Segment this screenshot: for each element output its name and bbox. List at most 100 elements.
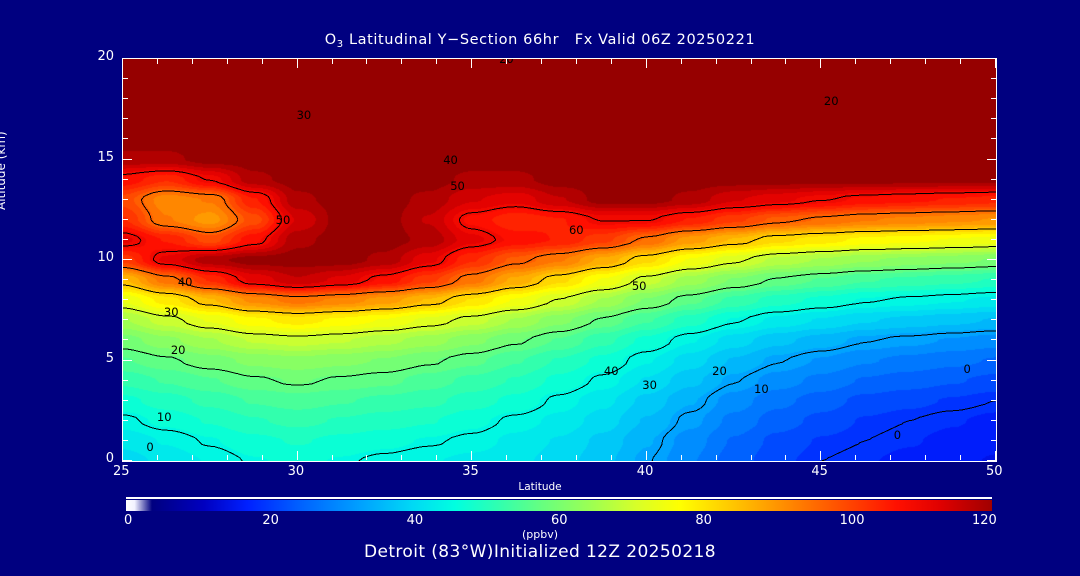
x-minor-tick <box>715 59 717 64</box>
x-tick-label: 25 <box>113 464 130 479</box>
x-minor-tick <box>506 455 508 460</box>
x-minor-tick <box>750 455 752 460</box>
y-tick-mark <box>987 58 996 59</box>
x-minor-tick <box>680 455 682 460</box>
y-minor-tick <box>123 299 128 301</box>
colorbar-tick-label: 80 <box>695 513 712 528</box>
x-tick-mark <box>122 451 123 460</box>
x-minor-tick <box>785 455 787 460</box>
y-tick-mark <box>123 259 132 260</box>
contour-label: 50 <box>450 178 465 193</box>
x-minor-tick <box>366 455 368 460</box>
y-minor-tick <box>123 98 128 100</box>
y-tick-mark <box>123 158 132 160</box>
y-tick-label: 0 <box>105 451 114 466</box>
colorbar-tick-label: 120 <box>972 513 997 528</box>
x-tick-label: 35 <box>462 464 479 479</box>
x-tick-mark <box>645 59 647 68</box>
x-tick-mark <box>645 451 647 460</box>
figure-caption: Detroit (83°W)Initialized 12Z 20250218 <box>364 542 716 562</box>
colorbar <box>126 500 992 511</box>
y-minor-tick <box>991 299 996 301</box>
y-minor-tick <box>123 279 128 281</box>
contour-label: 20 <box>823 94 839 109</box>
contour-lines <box>123 170 996 461</box>
y-tick-mark <box>987 359 996 361</box>
contour-label: 0 <box>963 361 971 376</box>
x-tick-label: 45 <box>811 464 828 479</box>
x-minor-tick <box>226 59 228 64</box>
contour-label: 30 <box>642 377 657 392</box>
x-tick-mark <box>995 451 996 460</box>
contour-label: 40 <box>443 152 458 167</box>
x-tick-mark <box>471 451 473 460</box>
y-minor-tick <box>991 279 996 281</box>
x-minor-tick <box>191 59 193 64</box>
colorbar-tick-label: 20 <box>262 513 279 528</box>
y-minor-tick <box>991 78 996 80</box>
y-minor-tick <box>991 439 996 441</box>
y-minor-tick <box>123 379 128 381</box>
contour-label: 60 <box>568 222 584 237</box>
colorbar-tick-label: 100 <box>839 513 865 528</box>
x-minor-tick <box>750 59 752 64</box>
x-minor-tick <box>366 59 368 64</box>
x-minor-tick <box>855 59 857 64</box>
y-minor-tick <box>991 379 996 381</box>
contour-label: 50 <box>275 212 291 227</box>
x-minor-tick <box>575 59 577 64</box>
ozone-field-canvas <box>123 59 996 461</box>
y-minor-tick <box>123 419 128 421</box>
contour-label: 30 <box>163 305 179 320</box>
x-tick-mark <box>471 59 473 68</box>
y-minor-tick <box>123 218 128 220</box>
x-minor-tick <box>541 59 543 64</box>
y-tick-mark <box>987 460 996 461</box>
x-tick-label: 50 <box>986 464 1003 479</box>
y-minor-tick <box>123 118 128 120</box>
x-minor-tick <box>331 455 333 460</box>
x-tick-mark <box>296 451 298 460</box>
x-minor-tick <box>191 455 193 460</box>
x-minor-tick <box>960 59 962 64</box>
title-subscript: 3 <box>336 39 344 50</box>
x-minor-tick <box>226 455 228 460</box>
y-minor-tick <box>991 98 996 100</box>
y-tick-mark <box>987 158 996 160</box>
y-minor-tick <box>991 178 996 180</box>
x-minor-tick <box>890 455 892 460</box>
y-tick-label: 20 <box>97 49 114 64</box>
y-minor-tick <box>991 138 996 140</box>
contour-label: 20 <box>170 343 186 358</box>
x-minor-tick <box>960 455 962 460</box>
x-minor-tick <box>331 59 333 64</box>
x-minor-tick <box>156 455 158 460</box>
y-axis-label: Altitude (km) <box>0 131 8 210</box>
y-minor-tick <box>991 198 996 200</box>
y-minor-tick <box>123 439 128 441</box>
title-species: O <box>324 32 337 48</box>
x-minor-tick <box>156 59 158 64</box>
x-minor-tick <box>436 455 438 460</box>
x-tick-label: 40 <box>636 464 654 479</box>
y-tick-mark <box>987 259 996 260</box>
contour-label: 10 <box>156 409 172 424</box>
x-tick-mark <box>296 59 298 68</box>
x-minor-tick <box>610 455 612 460</box>
title-text: Latitudinal Y−Section 66hr Fx Valid 06Z … <box>343 32 756 48</box>
x-tick-mark <box>820 59 822 68</box>
contour-label: 10 <box>754 381 769 396</box>
contour-label: 20 <box>712 363 727 378</box>
x-minor-tick <box>261 455 263 460</box>
x-minor-tick <box>506 59 508 64</box>
x-tick-label: 30 <box>287 464 305 479</box>
y-minor-tick <box>123 138 128 140</box>
x-minor-tick <box>925 455 927 460</box>
contour-label: 0 <box>146 439 154 454</box>
contour-label: 30 <box>296 108 312 123</box>
y-minor-tick <box>991 238 996 240</box>
x-minor-tick <box>401 59 403 64</box>
x-minor-tick <box>785 59 787 64</box>
x-minor-tick <box>436 59 438 64</box>
colorbar-tick-label: 0 <box>124 513 133 528</box>
